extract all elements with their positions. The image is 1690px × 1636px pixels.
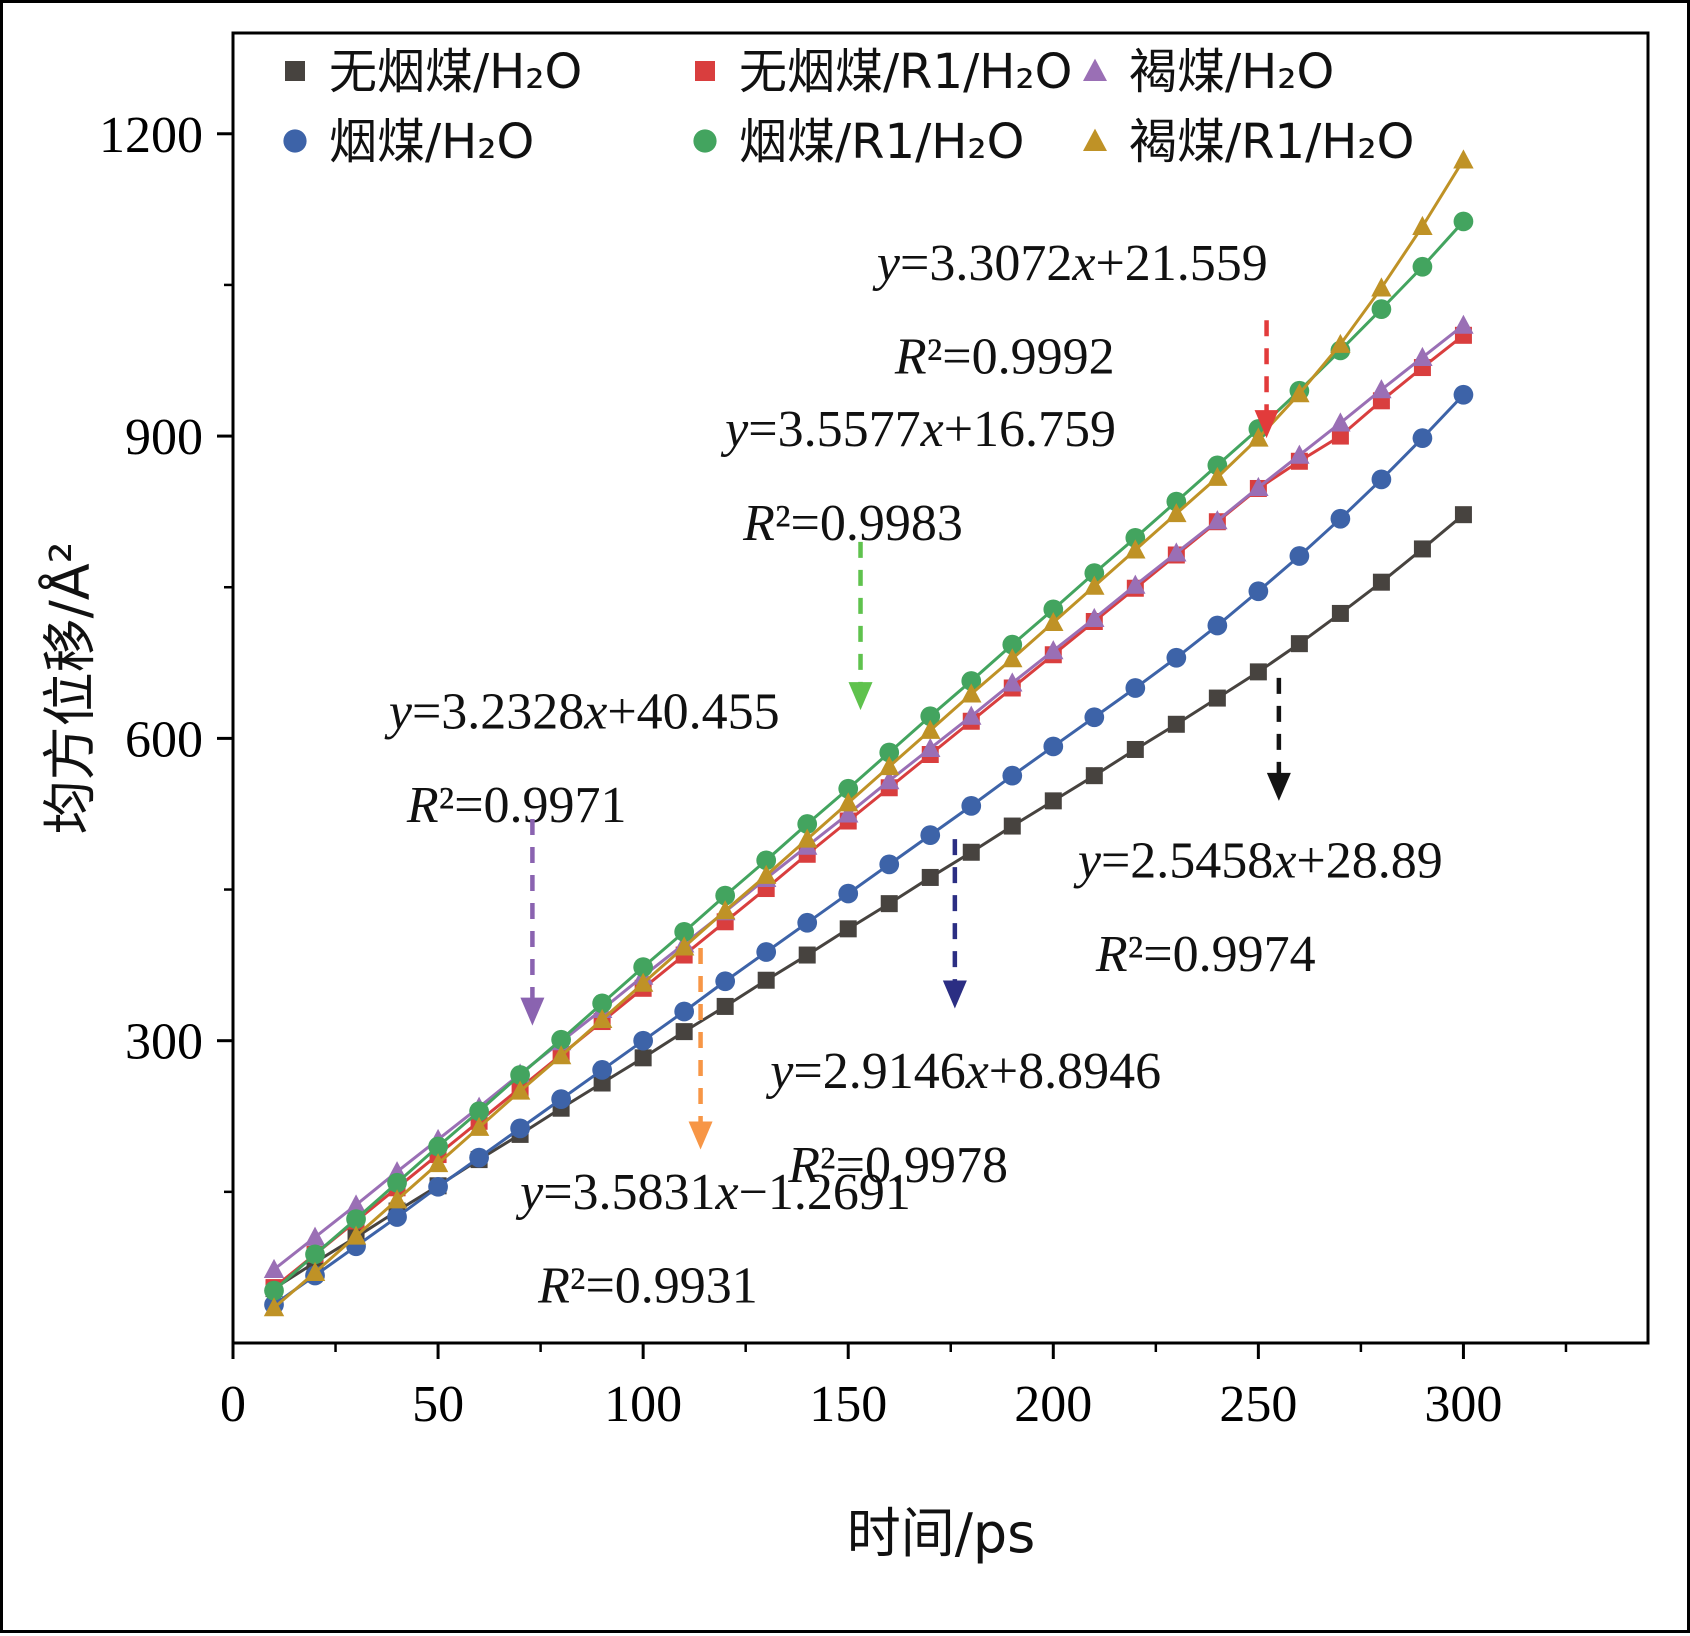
legend-item-bituminous-h2o: 烟煤/H₂O: [283, 114, 534, 170]
legend-item-lignite-r1-h2o: 褐煤/R1/H₂O: [1083, 114, 1414, 170]
fit-equation-bituminous-r1-h2o: y=3.5577x+16.759: [720, 401, 1116, 458]
legend-label-anthracite-h2o: 无烟煤/H₂O: [329, 44, 582, 100]
fit-arrowhead-lignite-h2o: [520, 997, 545, 1026]
legend-label-anthracite-r1-h2o: 无烟煤/R1/H₂O: [739, 44, 1072, 100]
plot-frame: [231, 31, 1650, 1345]
annotation-bituminous-h2o: y=2.9146x+8.8946 R²=0.9978: [765, 839, 1161, 1194]
annotation-lignite-r1-h2o: y=3.5831x−1.2691 R²=0.9931: [515, 947, 911, 1315]
legend-item-anthracite-r1-h2o: 无烟煤/R1/H₂O: [695, 44, 1072, 100]
x-tick-label: 200: [1014, 1376, 1092, 1433]
legend-item-anthracite-h2o: 无烟煤/H₂O: [285, 44, 582, 100]
x-tick-label: 150: [809, 1376, 887, 1433]
fit-arrowhead-lignite-r1-h2o: [688, 1121, 713, 1150]
y-tick-label: 900: [125, 409, 203, 466]
x-axis-label: 时间/ps: [846, 1502, 1036, 1565]
x-tick-label: 0: [220, 1376, 246, 1433]
x-axis-ticks: 0 50 100 150 200 250 300: [220, 1343, 1568, 1433]
legend-label-bituminous-h2o: 烟煤/H₂O: [329, 114, 534, 170]
y-tick-label: 300: [125, 1014, 203, 1071]
fit-equation-bituminous-h2o: y=2.9146x+8.8946: [765, 1043, 1161, 1100]
fit-r2-lignite-r1-h2o: R²=0.9931: [537, 1258, 758, 1315]
legend-label-lignite-h2o: 褐煤/H₂O: [1129, 44, 1334, 100]
fit-arrowhead-anthracite-r1-h2o: [1254, 410, 1279, 439]
x-tick-label: 50: [412, 1376, 464, 1433]
y-axis-ticks: 300 600 900 1200: [99, 107, 233, 1194]
fit-r2-bituminous-h2o: R²=0.9978: [787, 1137, 1008, 1194]
x-tick-label: 300: [1424, 1376, 1502, 1433]
annotation-lignite-h2o: y=3.2328x+40.455 R²=0.9971: [384, 683, 780, 1026]
legend: 无烟煤/H₂O 无烟煤/R1/H₂O 褐煤/H₂O 烟煤/H₂O 烟煤/R1/H₂O 褐煤…: [283, 44, 1414, 170]
annotation-bituminous-r1-h2o: y=3.5577x+16.759 R²=0.9983: [720, 401, 1116, 711]
fit-r2-lignite-h2o: R²=0.9971: [406, 777, 627, 834]
fit-arrowhead-bituminous-r1-h2o: [848, 682, 873, 711]
y-tick-label: 1200: [99, 107, 203, 164]
legend-label-lignite-r1-h2o: 褐煤/R1/H₂O: [1129, 114, 1414, 170]
fit-r2-anthracite-h2o: R²=0.9974: [1095, 926, 1316, 983]
fit-equation-lignite-r1-h2o: y=3.5831x−1.2691: [515, 1164, 911, 1221]
annotation-anthracite-h2o: y=2.5458x+28.89 R²=0.9974: [1073, 677, 1443, 983]
x-tick-label: 100: [604, 1376, 682, 1433]
fit-equation-lignite-h2o: y=3.2328x+40.455: [384, 683, 780, 740]
legend-item-lignite-h2o: 褐煤/H₂O: [1083, 44, 1334, 100]
annotation-anthracite-r1-h2o: y=3.3072x+21.559 R²=0.9992: [872, 235, 1279, 439]
series-line-bituminous-r1-h2o: [273, 220, 1465, 1292]
fit-r2-anthracite-r1-h2o: R²=0.9992: [894, 329, 1115, 386]
fit-arrowhead-anthracite-h2o: [1266, 772, 1291, 801]
fit-equation-anthracite-h2o: y=2.5458x+28.89: [1073, 832, 1443, 889]
fit-equation-anthracite-r1-h2o: y=3.3072x+21.559: [872, 235, 1268, 292]
fit-arrowhead-bituminous-h2o: [942, 980, 967, 1009]
y-tick-label: 600: [125, 711, 203, 768]
x-tick-label: 250: [1219, 1376, 1297, 1433]
legend-label-bituminous-r1-h2o: 烟煤/R1/H₂O: [739, 114, 1024, 170]
y-axis-label: 均方位移/Å²: [38, 541, 102, 835]
legend-item-bituminous-r1-h2o: 烟煤/R1/H₂O: [693, 114, 1024, 170]
fit-r2-bituminous-r1-h2o: R²=0.9983: [742, 495, 963, 552]
